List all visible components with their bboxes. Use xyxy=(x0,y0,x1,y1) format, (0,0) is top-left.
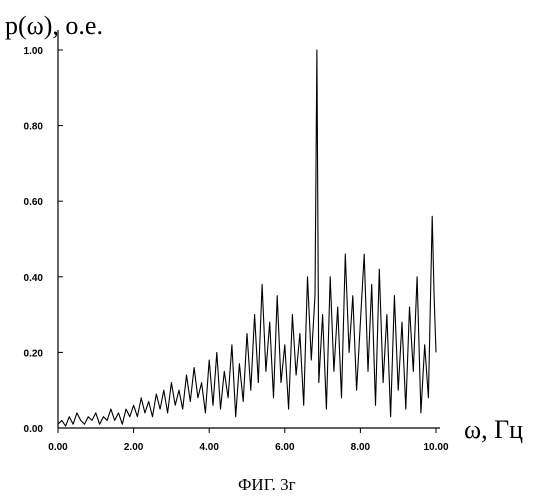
y-tick-label: 0.60 xyxy=(24,197,44,208)
y-tick-label: 0.20 xyxy=(24,348,44,359)
x-tick-label: 4.00 xyxy=(199,442,219,453)
axis-ticks xyxy=(58,50,436,433)
x-tick-label: 2.00 xyxy=(124,442,144,453)
x-tick-label: 10.00 xyxy=(423,442,448,453)
x-tick-label: 6.00 xyxy=(275,442,295,453)
y-tick-label: 1.00 xyxy=(24,46,44,57)
x-tick-label: 8.00 xyxy=(351,442,371,453)
axis-tick-labels: 0.00 2.00 4.00 6.00 8.00 10.00 0.00 0.20 0.40 0.6… xyxy=(24,46,449,453)
series-line xyxy=(58,50,436,426)
y-axis-title: p(ω), о.е. xyxy=(5,11,103,40)
figure-caption: ФИГ. 3г xyxy=(238,475,296,494)
y-tick-label: 0.80 xyxy=(24,122,44,133)
y-tick-label: 0.00 xyxy=(24,424,44,435)
x-axis-title: ω, Гц xyxy=(464,415,523,444)
x-tick-label: 0.00 xyxy=(48,442,68,453)
y-tick-label: 0.40 xyxy=(24,273,44,284)
